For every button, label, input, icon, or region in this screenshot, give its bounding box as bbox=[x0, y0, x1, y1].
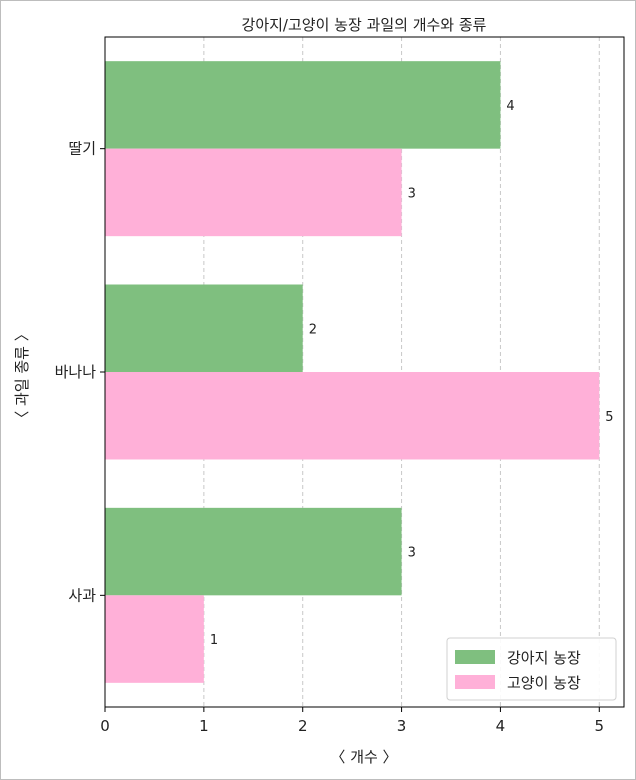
value-label: 2 bbox=[309, 322, 317, 337]
bar-dog-farm bbox=[105, 284, 303, 372]
value-label: 3 bbox=[408, 186, 416, 201]
x-axis: 0 1 2 3 4 5 bbox=[100, 707, 604, 735]
x-tick-label: 3 bbox=[397, 717, 407, 735]
chart-title: 강아지/고양이 농장 과일의 개수와 종류 bbox=[242, 16, 487, 34]
legend-swatch bbox=[455, 650, 495, 664]
y-axis: 사과 바나나 딸기 bbox=[55, 140, 105, 604]
y-tick-label: 딸기 bbox=[68, 140, 96, 158]
value-label: 1 bbox=[210, 633, 218, 648]
value-label: 5 bbox=[605, 410, 613, 425]
x-tick-label: 4 bbox=[496, 717, 506, 735]
value-label: 4 bbox=[506, 99, 514, 114]
x-tick-label: 1 bbox=[199, 717, 209, 735]
legend-label: 고양이 농장 bbox=[507, 674, 581, 692]
legend-label: 강아지 농장 bbox=[507, 649, 581, 667]
bar-cat-farm bbox=[105, 595, 204, 683]
bar-cat-farm bbox=[105, 148, 402, 237]
value-label: 3 bbox=[408, 546, 416, 561]
y-axis-label: 〈 과일 종류 〉 bbox=[13, 326, 31, 426]
x-axis-label: 〈 개수 〉 bbox=[330, 748, 397, 766]
value-labels-group: 3 2 4 1 5 3 bbox=[210, 99, 614, 648]
y-tick-label: 바나나 bbox=[55, 363, 97, 381]
bars-group bbox=[105, 61, 600, 683]
x-tick-label: 0 bbox=[100, 717, 110, 735]
x-tick-label: 2 bbox=[298, 717, 308, 735]
bar-dog-farm bbox=[105, 61, 501, 149]
y-tick-label: 사과 bbox=[68, 586, 96, 604]
bar-dog-farm bbox=[105, 507, 402, 596]
legend-swatch bbox=[455, 675, 495, 689]
bar-cat-farm bbox=[105, 372, 600, 460]
x-tick-label: 5 bbox=[595, 717, 605, 735]
